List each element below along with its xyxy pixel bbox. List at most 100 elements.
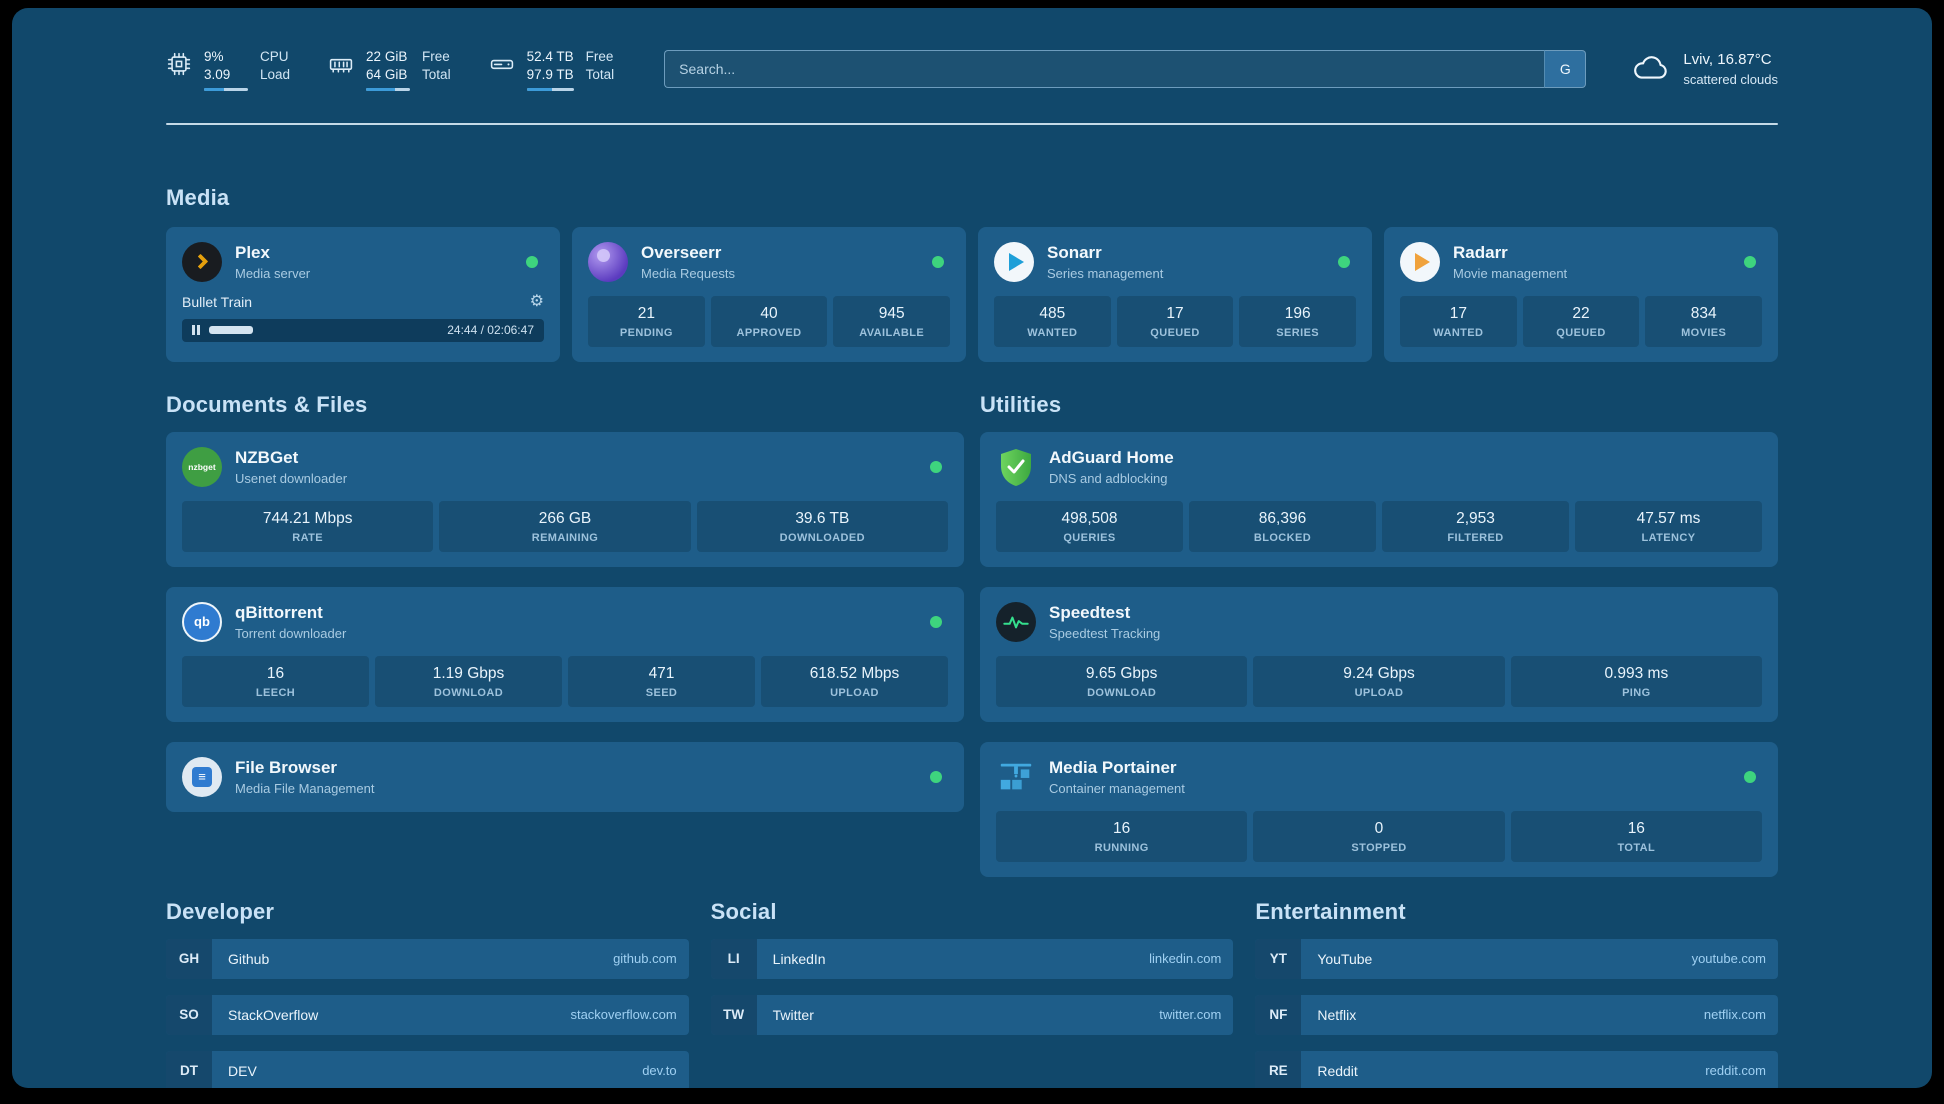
pause-icon[interactable]	[192, 325, 200, 336]
stat-label: QUEUED	[1556, 326, 1606, 339]
app-name: Overseerr	[641, 242, 722, 262]
adguard-card[interactable]: AdGuard Home DNS and adblocking 498,508 Q…	[980, 431, 1778, 567]
weather-summary: Lviv, 16.87°C	[1683, 51, 1772, 69]
stat-value: 0.993 ms	[1604, 664, 1669, 682]
play-triangle-glyph	[1009, 252, 1024, 271]
stat-value: 1.19 Gbps	[432, 664, 505, 682]
app-name: Speedtest	[1049, 602, 1131, 622]
overseerr-icon	[588, 241, 628, 282]
filebrowser-card[interactable]: ≡ File Browser Media File Management	[166, 741, 964, 812]
search-bar: G	[664, 50, 1587, 89]
stat-label: PENDING	[619, 326, 673, 339]
status-dot	[1338, 255, 1350, 268]
qbittorrent-card[interactable]: qb qBittorrent Torrent downloader 16 LEEC…	[166, 586, 964, 722]
link-abbr: DT	[166, 1050, 212, 1088]
cpu-stat: 9% 3.09 CPU Load	[166, 48, 290, 91]
link-domain: github.com	[613, 951, 677, 967]
link-linkedin[interactable]: LI LinkedIn linkedin.com	[710, 938, 1234, 979]
link-abbr: YT	[1255, 938, 1302, 979]
stat-tile: 17 WANTED	[1400, 295, 1517, 347]
stat-tile: 9.24 Gbps UPLOAD	[1253, 655, 1505, 707]
memory-icon	[328, 51, 354, 77]
link-domain: reddit.com	[1705, 1063, 1766, 1079]
link-domain: netflix.com	[1703, 1007, 1766, 1023]
link-stackoverflow[interactable]: SO StackOverflow stackoverflow.com	[166, 994, 689, 1035]
link-domain: dev.to	[642, 1063, 677, 1079]
stat-tile: 9.65 Gbps DOWNLOAD	[996, 655, 1248, 707]
player-bar[interactable]: 24:44 / 02:06:47	[182, 318, 544, 342]
plex-chevron-glyph	[192, 253, 208, 270]
app-name: qBittorrent	[235, 602, 323, 622]
stat-tile: 196 SERIES	[1239, 295, 1357, 347]
stat-value: 618.52 Mbps	[809, 664, 900, 682]
memory-progress-bar	[366, 87, 411, 91]
link-twitter[interactable]: TW Twitter twitter.com	[710, 994, 1234, 1035]
portainer-icon	[996, 757, 1036, 797]
radarr-card[interactable]: Radarr Movie management 17 WANTED 22 QUEUE…	[1384, 226, 1778, 362]
stat-value: 40	[760, 304, 778, 322]
stat-tile: 945 AVAILABLE	[833, 295, 951, 347]
cpu-load-value: 3.09	[204, 66, 231, 82]
stat-tile: 22 QUEUED	[1522, 295, 1640, 347]
stat-value: 485	[1039, 304, 1066, 322]
nzbget-icon: nzbget	[182, 446, 222, 487]
stat-tile: 47.57 ms LATENCY	[1575, 500, 1762, 552]
stat-tile: 618.52 Mbps UPLOAD	[761, 655, 948, 707]
documents-section: Documents & Files nzbget NZBGet Usenet d…	[166, 392, 964, 812]
link-name: LinkedIn	[772, 950, 826, 967]
storage-label-top: Free	[585, 49, 614, 64]
app-name: File Browser	[235, 757, 338, 777]
stat-label: DOWNLOAD	[1087, 686, 1157, 699]
memory-free-value: 22 GiB	[366, 49, 408, 64]
gear-icon[interactable]: ⚙	[529, 292, 544, 310]
link-name: Twitter	[772, 1006, 814, 1023]
stat-label: BLOCKED	[1253, 531, 1312, 544]
overseerr-card[interactable]: Overseerr Media Requests 21 PENDING 40 APP…	[572, 226, 966, 362]
link-abbr: SO	[166, 994, 212, 1035]
nzbget-card[interactable]: nzbget NZBGet Usenet downloader 744.21 M…	[166, 431, 964, 567]
link-abbr: RE	[1255, 1050, 1302, 1088]
stat-value: 47.57 ms	[1636, 509, 1701, 527]
link-abbr: TW	[710, 994, 757, 1035]
stat-value: 0	[1374, 819, 1384, 837]
app-subtitle: Series management	[1047, 265, 1164, 281]
app-subtitle: Media server	[235, 265, 311, 281]
search-engine-button[interactable]: G	[1544, 50, 1587, 89]
cpu-label-top: CPU	[260, 49, 289, 64]
link-netflix[interactable]: NF Netflix netflix.com	[1255, 994, 1778, 1035]
seek-track[interactable]	[209, 326, 438, 335]
link-abbr: NF	[1255, 994, 1302, 1035]
link-reddit[interactable]: RE Reddit reddit.com	[1255, 1050, 1778, 1088]
stat-value: 16	[1627, 819, 1645, 837]
link-dev[interactable]: DT DEV dev.to	[166, 1050, 689, 1088]
stat-tile: 17 QUEUED	[1116, 295, 1234, 347]
search-input[interactable]	[664, 50, 1545, 89]
link-name: Reddit	[1317, 1062, 1358, 1079]
stat-label: LATENCY	[1641, 531, 1696, 544]
status-dot	[930, 770, 942, 783]
plex-card[interactable]: Plex Media server Bullet Train ⚙ 24:44 /…	[166, 226, 560, 362]
stat-label: REMAINING	[531, 531, 599, 544]
stat-tile: 39.6 TB DOWNLOADED	[696, 500, 948, 552]
storage-stat: 52.4 TB 97.9 TB Free Total	[489, 48, 614, 91]
link-abbr: GH	[166, 938, 212, 979]
stat-tile: 16 RUNNING	[996, 810, 1248, 862]
section-title-utilities: Utilities	[980, 391, 1062, 417]
storage-progress-bar	[526, 87, 574, 91]
link-github[interactable]: GH Github github.com	[166, 938, 689, 979]
weather-widget[interactable]: Lviv, 16.87°C scattered clouds	[1632, 50, 1778, 88]
sonarr-card[interactable]: Sonarr Series management 485 WANTED 17 QUE…	[978, 226, 1372, 362]
stat-label: UPLOAD	[1354, 686, 1404, 699]
app-name: Sonarr	[1047, 242, 1102, 262]
speedtest-card[interactable]: Speedtest Speedtest Tracking 9.65 Gbps DO…	[980, 586, 1778, 722]
link-domain: youtube.com	[1691, 951, 1766, 967]
now-playing-title: Bullet Train	[182, 293, 253, 310]
stat-tile: 485 WANTED	[994, 295, 1111, 347]
stat-label: DOWNLOAD	[433, 686, 504, 699]
link-youtube[interactable]: YT YouTube youtube.com	[1255, 938, 1778, 979]
status-dot	[930, 615, 942, 628]
memory-total-value: 64 GiB	[366, 66, 408, 82]
stat-value: 471	[648, 664, 675, 682]
portainer-card[interactable]: Media Portainer Container management 16 R…	[980, 741, 1778, 877]
stat-label: WANTED	[1433, 326, 1484, 339]
